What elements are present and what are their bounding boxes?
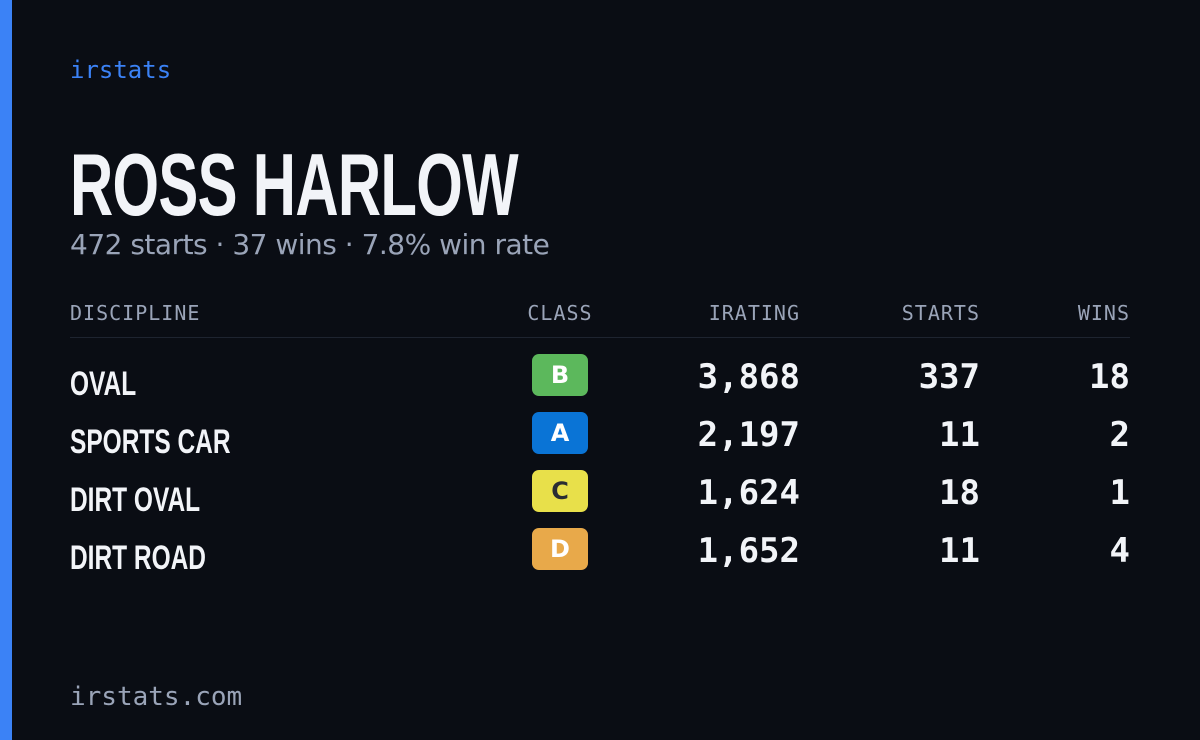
class-badge: A: [532, 412, 588, 454]
column-header: IRATING: [708, 301, 800, 325]
brand: irstats: [70, 56, 172, 84]
column-header: DISCIPLINE: [70, 301, 201, 325]
footer: irstats.com: [70, 682, 243, 712]
class-badge: B: [532, 354, 588, 396]
discipline: OVAL: [70, 365, 137, 403]
accent-bar: [0, 0, 12, 740]
class-badge: C: [532, 470, 588, 512]
discipline: DIRT ROAD: [70, 539, 207, 577]
column-header: CLASS: [527, 301, 593, 325]
discipline: DIRT OVAL: [70, 481, 201, 519]
class-badge: D: [532, 528, 588, 570]
summary: 472 starts · 37 wins · 7.8% win rate: [70, 228, 550, 261]
wins: 2: [1109, 415, 1130, 455]
starts: 11: [939, 531, 980, 571]
column-header: WINS: [1077, 301, 1130, 325]
irating: 2,197: [697, 415, 800, 455]
discipline: SPORTS CAR: [70, 423, 231, 461]
header-rule: [70, 337, 1130, 338]
starts: 18: [939, 473, 980, 513]
driver-name: ROSS HARLOW: [70, 135, 519, 234]
irating: 3,868: [697, 357, 800, 397]
column-header: STARTS: [901, 301, 980, 325]
wins: 18: [1089, 357, 1130, 397]
wins: 4: [1109, 531, 1130, 571]
starts: 11: [939, 415, 980, 455]
irating: 1,652: [697, 531, 800, 571]
starts: 337: [918, 357, 980, 397]
wins: 1: [1109, 473, 1130, 513]
irating: 1,624: [697, 473, 800, 513]
